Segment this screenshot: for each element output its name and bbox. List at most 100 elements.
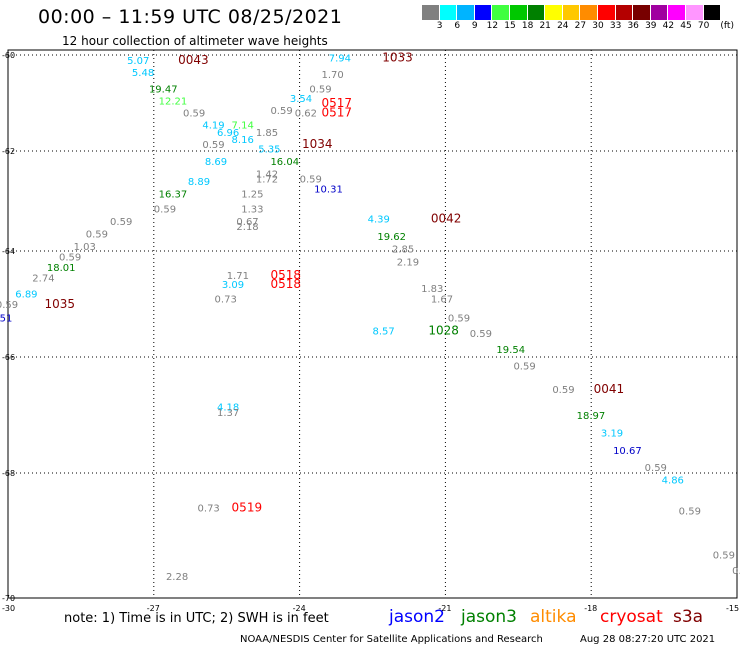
wave-height-label: 2.74 [32, 274, 54, 285]
wave-height-label: 0.59 [513, 362, 535, 373]
latitude-label: -70 [2, 594, 15, 603]
wave-height-label: 1.42 [256, 170, 278, 181]
pass-time-label: 1034 [302, 137, 333, 151]
wave-height-label: 0.59 [470, 329, 492, 340]
pass-time-label: 0518 [270, 277, 301, 291]
pass-time-label: 0041 [594, 382, 625, 396]
color-tick-label: 6 [454, 21, 461, 31]
wave-height-label: 18.97 [577, 411, 606, 422]
wave-height-label: 7.94 [329, 53, 351, 64]
wave-height-label: 0.73 [198, 503, 220, 514]
wave-height-label: 4.18 [217, 402, 239, 413]
wave-height-label: 1.33 [241, 205, 263, 216]
wave-height-label: 3.54 [290, 94, 312, 105]
color-swatch [545, 5, 563, 20]
wave-height-label: 0.59 [154, 205, 176, 216]
wave-height-label: 0.59 [183, 109, 205, 120]
color-legend-bar [422, 5, 722, 20]
pass-time-label: 0519 [232, 500, 263, 514]
wave-height-label: 1.85 [256, 128, 278, 139]
wave-height-label: 0.59 [552, 385, 574, 396]
wave-height-label: 1.83 [421, 284, 443, 295]
wave-height-label: 8.57 [373, 327, 395, 338]
wave-height-label: 2.85 [392, 245, 414, 256]
wave-height-label: 0.59 [110, 217, 132, 228]
pass-time-label: 1033 [382, 50, 413, 64]
color-swatch [685, 5, 704, 20]
wave-height-label: 2.18 [236, 222, 258, 233]
wave-height-label: 2.28 [166, 572, 188, 583]
latitude-label: -64 [2, 247, 15, 256]
color-swatch [474, 5, 493, 20]
wave-height-label: 0.62 [295, 109, 317, 120]
wave-height-label: 5.07 [127, 56, 149, 67]
wave-height-label: 8.16 [232, 135, 254, 146]
wave-height-label: 0.59 [309, 85, 331, 96]
wave-height-label: 6.89 [15, 289, 37, 300]
wave-height-label: 8.89 [188, 177, 210, 188]
color-swatch [580, 5, 598, 20]
color-swatch [527, 5, 546, 20]
color-swatch [509, 5, 528, 20]
color-tick-label: 45 [680, 21, 692, 31]
wave-height-label: 10.51 [0, 313, 12, 324]
wave-height-label: 0.59 [86, 230, 108, 241]
mission-jason3: jason3 [461, 607, 517, 627]
wave-height-label: 0.59 [270, 106, 292, 117]
wave-height-label: 3.09 [222, 280, 244, 291]
longitude-labels: -30 -27 -24 -21 -18 -15 [2, 604, 739, 613]
color-tick-label: 15 [504, 21, 516, 31]
color-swatch [562, 5, 581, 20]
wave-height-label: 0.59 [732, 566, 740, 577]
color-tick-label: 3 [436, 21, 443, 31]
color-tick-label: 39 [645, 21, 657, 31]
wave-height-label: 2.19 [397, 258, 419, 269]
mission-cryosat: cryosat [600, 607, 663, 627]
color-unit-label: (ft) [720, 21, 734, 31]
color-swatch [668, 5, 686, 20]
color-swatch [597, 5, 616, 20]
latitude-label: -66 [2, 353, 15, 362]
wave-height-label: 0.59 [0, 300, 18, 311]
wave-height-label: 0.59 [679, 507, 701, 518]
wave-height-label: 19.54 [496, 345, 525, 356]
wave-height-label: 4.39 [368, 215, 390, 226]
wave-height-label: 19.47 [149, 85, 178, 96]
wave-height-label: 19.62 [377, 232, 406, 243]
pass-time-label: 1035 [44, 297, 75, 311]
pass-time-label: 0517 [321, 106, 352, 120]
color-swatch [703, 5, 722, 20]
wave-height-label: 1.67 [431, 295, 453, 306]
color-swatch [492, 5, 510, 20]
color-tick-label: 27 [574, 21, 587, 31]
footer-note: note: 1) Time is in UTC; 2) SWH is in fe… [64, 611, 329, 626]
page-subtitle: 12 hour collection of altimeter wave hei… [62, 34, 328, 48]
mission-altika: altika [530, 607, 577, 627]
color-tick-label: 9 [471, 21, 478, 31]
longitude-label: -27 [147, 604, 160, 613]
color-swatch [439, 5, 458, 20]
wave-height-label: 1.70 [321, 70, 343, 81]
color-swatch [633, 5, 651, 20]
color-legend-labels: 3 6 9 12 15 18 21 24 27 30 33 36 39 42 45 70 (ft) [422, 21, 740, 33]
wave-height-label: 10.31 [314, 185, 343, 196]
footer-credit: NOAA/NESDIS Center for Satellite Applica… [240, 634, 543, 645]
pass-time-label: 0042 [431, 212, 462, 226]
wave-height-label: 0.67 [236, 217, 258, 228]
latitude-label: -62 [2, 147, 15, 156]
latitude-label: -68 [2, 469, 15, 478]
wave-height-label: 16.37 [159, 190, 188, 201]
color-swatch [457, 5, 475, 20]
color-tick-label: 30 [592, 21, 604, 31]
mission-jason2: jason2 [389, 607, 445, 627]
map-frame [7, 49, 738, 599]
wave-height-label: 12.21 [159, 97, 188, 108]
wave-height-label: 0.73 [215, 295, 237, 306]
wave-height-label: 0.59 [300, 175, 322, 186]
color-tick-label: 21 [539, 21, 551, 31]
longitude-label: -30 [2, 604, 15, 613]
grid-lines [8, 50, 737, 599]
wave-height-label: 4.86 [662, 475, 684, 486]
